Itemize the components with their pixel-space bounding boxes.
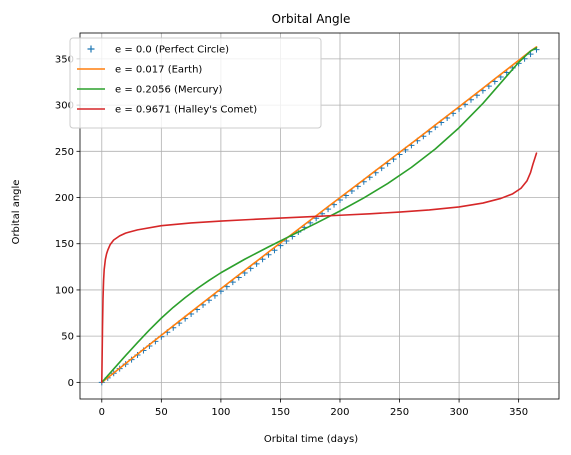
series-line: [100, 46, 538, 384]
chart-title: Orbital Angle: [272, 12, 351, 26]
x-tick-label: 50: [155, 407, 168, 418]
y-tick-label: 300: [55, 101, 74, 112]
x-tick-label: 0: [99, 407, 105, 418]
legend: e = 0.0 (Perfect Circle) e = 0.017 (Earth…: [69, 37, 322, 129]
x-tick-label: 350: [509, 407, 528, 418]
series-line: [100, 46, 538, 384]
legend-marker: [87, 45, 95, 53]
x-tick-label: 100: [211, 407, 230, 418]
y-tick-label: 250: [55, 147, 74, 158]
x-tick-label: 250: [390, 407, 409, 418]
legend-label: e = 0.9671 (Halley's Comet): [115, 105, 257, 116]
x-tick-label: 150: [271, 407, 290, 418]
legend-box: [69, 37, 322, 129]
x-tick-label: 200: [330, 407, 349, 418]
y-tick-label: 50: [61, 332, 74, 343]
plot-frame: [79, 32, 560, 400]
plot-series: [98, 46, 540, 386]
y-tick-label: 150: [55, 239, 74, 250]
y-tick-label: 0: [68, 378, 74, 389]
x-axis-label: Orbital time (days): [264, 434, 358, 445]
y-tick-label: 350: [55, 54, 74, 65]
legend-label: e = 0.017 (Earth): [115, 65, 202, 76]
legend-label: e = 0.2056 (Mercury): [115, 85, 222, 96]
axis-ticks: 0 50 100 150 200 250 300 350 0 50 100 150 200 250 300 3…: [55, 54, 528, 418]
y-axis-label: Orbital angle: [11, 180, 22, 245]
y-tick-label: 100: [55, 285, 74, 296]
data-point-marker: [527, 51, 534, 58]
y-tick-label: 200: [55, 193, 74, 204]
legend-label: e = 0.0 (Perfect Circle): [115, 45, 229, 56]
x-tick-label: 300: [450, 407, 469, 418]
series-line: [100, 152, 538, 384]
